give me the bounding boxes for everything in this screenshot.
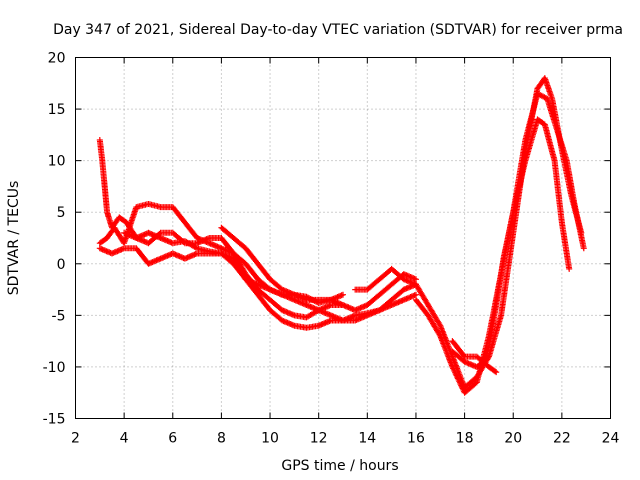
x-tick-label: 22 <box>553 431 571 447</box>
y-tick-label: 0 <box>57 257 66 273</box>
chart-title: Day 347 of 2021, Sidereal Day-to-day VTE… <box>53 22 623 38</box>
y-tick-label: 20 <box>48 51 66 67</box>
y-tick-label: -10 <box>43 360 66 376</box>
x-tick-label: 16 <box>407 431 425 447</box>
y-tick-label: 15 <box>48 102 66 118</box>
series-track-h <box>449 116 573 370</box>
series-track-i <box>449 338 500 376</box>
y-tick-label: 5 <box>57 205 66 221</box>
y-tick-label: 10 <box>48 154 66 170</box>
x-tick-labels: 2 4 6 8 10 12 14 16 18 20 22 24 <box>71 431 619 447</box>
x-tick-label: 8 <box>217 431 226 447</box>
x-tick-label: 18 <box>456 431 474 447</box>
x-tick-label: 20 <box>504 431 522 447</box>
x-axis-label: GPS time / hours <box>281 458 398 474</box>
plot-frame <box>75 57 611 419</box>
series-track-f <box>352 75 585 391</box>
x-tick-label: 12 <box>310 431 328 447</box>
series-track-e <box>121 229 346 306</box>
data-point-markers <box>449 116 573 370</box>
data-points <box>96 75 587 396</box>
x-tick-label: 10 <box>261 431 279 447</box>
data-point-markers <box>352 75 585 391</box>
y-tick-labels: -15 -10 -5 0 5 10 15 20 <box>43 51 66 428</box>
y-axis-label: SDTVAR / TECUs <box>6 181 22 296</box>
x-tick-label: 24 <box>602 431 620 447</box>
x-tick-label: 6 <box>168 431 177 447</box>
x-tick-label: 4 <box>120 431 129 447</box>
data-point-markers <box>121 229 346 306</box>
x-tick-label: 2 <box>71 431 80 447</box>
y-tick-label: -15 <box>43 412 66 428</box>
y-tick-label: -5 <box>52 308 66 324</box>
data-point-markers <box>449 338 500 376</box>
x-tick-label: 14 <box>358 431 376 447</box>
